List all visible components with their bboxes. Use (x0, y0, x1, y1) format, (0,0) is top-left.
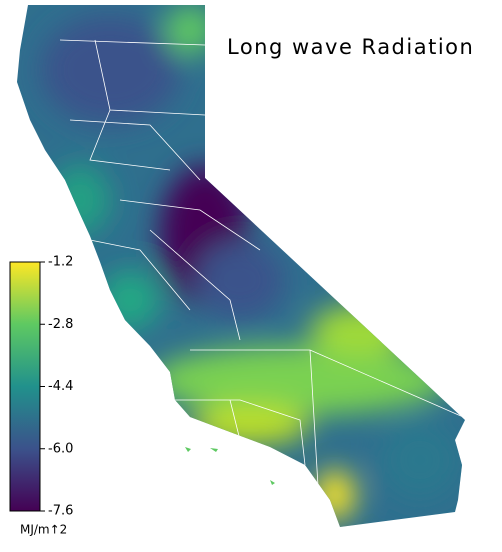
colorbar-tick-label: -7.6 (48, 504, 73, 519)
colorbar-tick-label: -6.0 (48, 441, 73, 456)
colorbar-unit: MJ/m↑2 (20, 523, 67, 537)
colorbar (9, 261, 41, 512)
colorbar-tick-label: -4.4 (48, 379, 73, 394)
colorbar-tick-label: -1.2 (48, 255, 73, 270)
islands (185, 447, 275, 485)
map-title: Long wave Radiation (227, 35, 474, 59)
colorbar-tick-label: -2.8 (48, 317, 73, 332)
